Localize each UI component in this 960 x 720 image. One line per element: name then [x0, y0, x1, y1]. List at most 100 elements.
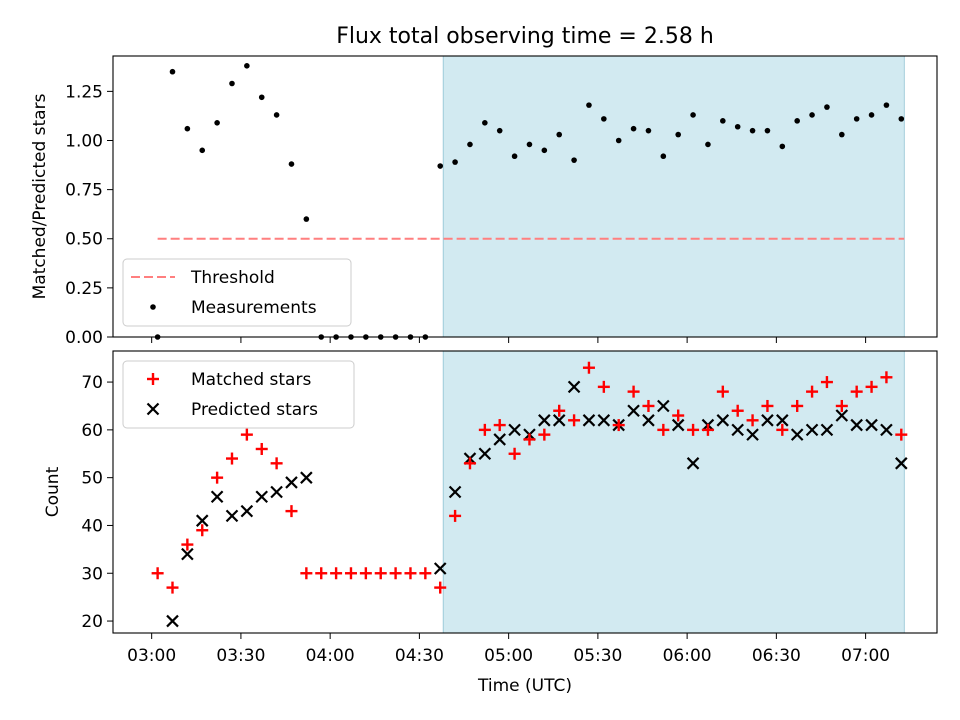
predicted-point	[746, 428, 759, 441]
matched-point	[612, 419, 625, 432]
figure-title: Flux total observing time = 2.58 h	[336, 24, 714, 49]
matched-point	[746, 414, 759, 427]
predicted-point	[448, 485, 462, 499]
matched-point	[895, 428, 908, 441]
measurement-point	[496, 127, 503, 134]
predicted-point	[642, 414, 655, 427]
predicted-point	[686, 457, 700, 470]
predicted-point	[225, 509, 239, 523]
legend-x-mark	[146, 402, 160, 416]
bottom-y-tick-label: 20	[81, 612, 103, 632]
measurement-point	[511, 153, 518, 160]
matched-point	[449, 509, 462, 522]
predicted-point	[300, 471, 313, 484]
matched-point	[657, 423, 670, 436]
measurement-point	[169, 68, 176, 75]
measurement-point	[214, 120, 220, 126]
bottom-legend: Matched stars Predicted stars	[122, 360, 355, 429]
predicted-point	[181, 547, 194, 561]
legend-predicted-label: Predicted stars	[191, 400, 318, 420]
predicted-point	[597, 414, 611, 427]
measurement-point	[720, 118, 726, 124]
matched-point	[568, 414, 581, 427]
bottom-x-ticks: 03:00 03:30 04:00 04:30 05:00 05:30 06:00 06:30…	[127, 633, 890, 666]
top-y-tick-label: 0.25	[65, 279, 103, 299]
matched-point	[761, 399, 774, 412]
predicted-point	[731, 423, 744, 437]
bottom-x-tick-label: 06:30	[752, 646, 801, 666]
measurement-point	[467, 141, 473, 148]
measurement-point	[868, 112, 875, 118]
top-legend: Threshold Measurements	[122, 258, 352, 327]
matched-point	[776, 423, 789, 436]
matched-point	[344, 567, 357, 580]
matched-point	[716, 385, 729, 398]
predicted-point	[657, 399, 670, 413]
measurement-point	[675, 131, 681, 138]
bottom-x-tick-label: 05:00	[484, 646, 533, 666]
matched-point	[300, 567, 313, 580]
measurement-point	[586, 102, 592, 108]
measurement-point	[764, 127, 771, 134]
predicted-point	[835, 409, 849, 422]
matched-point	[850, 385, 863, 398]
matched-point	[240, 428, 253, 441]
matched-point	[791, 399, 804, 412]
matched-point	[672, 409, 685, 422]
bottom-y-ticks: 20 30 40 50 60 70	[81, 373, 113, 632]
bottom-legend-box	[122, 360, 355, 429]
bottom-x-tick-label: 05:30	[573, 646, 622, 666]
predicted-point	[195, 514, 209, 527]
predicted-point	[270, 485, 283, 499]
bottom-x-tick-label: 03:30	[216, 646, 265, 666]
measurement-point	[883, 102, 890, 108]
matched-point	[255, 442, 268, 455]
bottom-x-tick-label: 07:00	[841, 646, 890, 666]
matched-point	[315, 567, 328, 580]
top-y-tick-label: 0.50	[65, 230, 103, 250]
measurement-point	[705, 141, 711, 148]
bottom-y-tick-label: 30	[81, 564, 103, 584]
top-y-axis-label: Matched/Predicted stars	[30, 93, 50, 299]
measurement-point	[839, 131, 845, 138]
measurement-point	[526, 141, 533, 148]
predicted-point	[166, 614, 179, 628]
top-y-tick-label: 1.25	[65, 82, 103, 102]
predicted-point	[433, 562, 447, 575]
matched-point	[642, 399, 655, 412]
matched-point	[687, 423, 700, 436]
measurement-point	[630, 125, 637, 132]
predicted-point	[210, 490, 224, 504]
matched-point	[538, 428, 551, 441]
measurement-point	[556, 131, 563, 138]
bottom-y-tick-label: 60	[81, 421, 103, 441]
predicted-point	[716, 414, 730, 427]
predicted-point	[895, 457, 908, 470]
measurement-point	[690, 112, 696, 118]
predicted-point	[865, 418, 878, 432]
legend-predicted-swatch	[146, 402, 160, 416]
top-shaded-region	[442, 55, 905, 338]
matched-point	[478, 423, 491, 436]
matched-point	[285, 505, 298, 518]
measurement-point	[452, 159, 458, 165]
predicted-point	[567, 380, 581, 394]
matched-point	[330, 567, 343, 580]
count-series	[151, 361, 908, 628]
predicted-point	[761, 414, 774, 427]
measurement-point	[749, 127, 756, 134]
bottom-y-axis-label: Count	[43, 466, 63, 517]
measurement-point	[615, 137, 622, 144]
matched-point	[211, 471, 224, 484]
measurement-point	[273, 112, 280, 118]
bottom-x-tick-label: 04:00	[306, 646, 355, 666]
matched-point	[166, 581, 179, 594]
top-y-tick-label: 1.00	[65, 131, 103, 151]
measurement-point	[853, 116, 860, 122]
measurement-point	[288, 161, 295, 167]
measurement-point	[779, 143, 786, 150]
matched-point	[806, 385, 819, 398]
matched-point	[493, 419, 506, 432]
matched-point	[151, 567, 164, 580]
measurement-point	[244, 63, 250, 69]
